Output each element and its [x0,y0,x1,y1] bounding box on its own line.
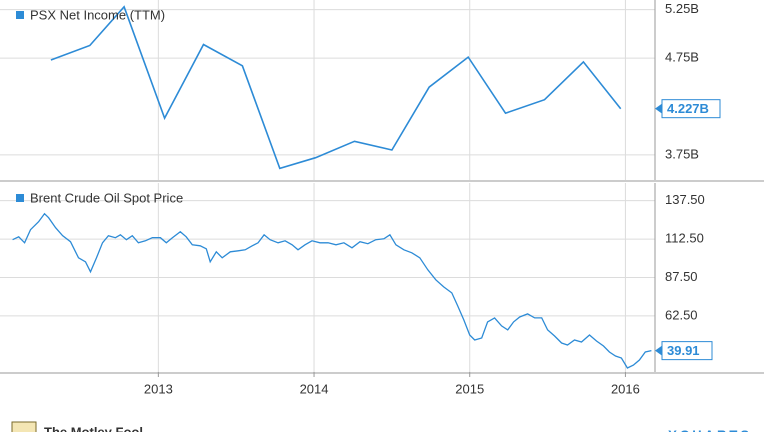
y-tick-label: 5.25B [665,1,699,16]
legend-label: PSX Net Income (TTM) [30,7,165,22]
x-tick-label: 2015 [455,381,484,396]
last-value-label: 4.227B [667,101,709,116]
x-tick-label: 2014 [300,381,329,396]
y-tick-label: 62.50 [665,307,698,322]
legend-swatch [16,11,24,19]
y-tick-label: 112.50 [665,231,704,246]
last-value-pointer [655,345,662,356]
series-line [12,212,652,369]
footer-left: The Motley Fool [44,424,143,432]
series-line [50,5,622,170]
legend-label: Brent Crude Oil Spot Price [30,190,183,205]
legend-swatch [16,194,24,202]
footer-right: YCHARTS [668,427,752,432]
last-value-label: 39.91 [667,343,700,358]
y-tick-label: 3.75B [665,146,699,161]
footer-logo [11,421,37,432]
y-tick-label: 87.50 [665,269,698,284]
y-tick-label: 4.75B [665,50,699,65]
y-tick-label: 137.50 [665,192,705,207]
last-value-pointer [655,103,662,114]
x-tick-label: 2013 [144,381,173,396]
x-tick-label: 2016 [611,381,640,396]
